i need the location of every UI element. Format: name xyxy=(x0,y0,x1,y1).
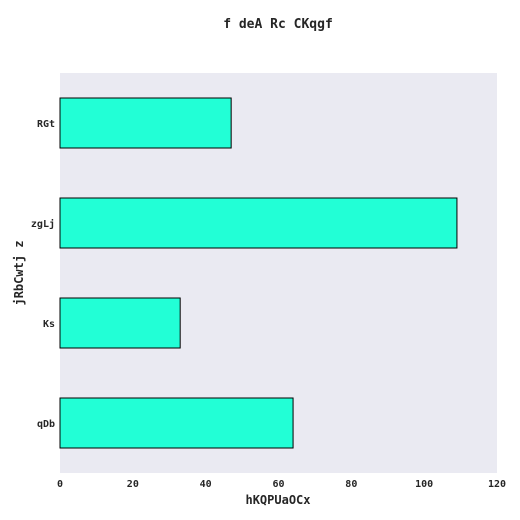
x-tick-label-80: 80 xyxy=(345,479,357,490)
y-tick-label-qDb: qDb xyxy=(37,419,55,430)
y-tick-labels: RGt zgLj Ks qDb xyxy=(31,119,55,430)
bar-RGt xyxy=(59,97,232,149)
x-tick-label-120: 120 xyxy=(488,479,506,490)
bar-qDb xyxy=(59,397,294,449)
bar-Ks xyxy=(59,297,181,349)
x-tick-labels: 0 20 40 60 80 100 120 xyxy=(57,479,506,490)
y-tick-label-Ks: Ks xyxy=(43,319,55,330)
x-tick-label-100: 100 xyxy=(415,479,433,490)
y-tick-label-zgLj: zgLj xyxy=(31,218,55,230)
bar-zgLj xyxy=(59,197,458,249)
bars-group xyxy=(59,97,458,449)
x-axis-label: hKQPUaOCx xyxy=(245,493,310,507)
y-axis-label: jRbCwtj z xyxy=(12,240,26,305)
x-tick-label-0: 0 xyxy=(57,479,63,490)
chart-title: f deA Rc CKqgf xyxy=(223,17,333,32)
y-tick-label-RGt: RGt xyxy=(37,119,55,130)
x-tick-label-40: 40 xyxy=(200,479,212,490)
x-tick-label-20: 20 xyxy=(127,479,139,490)
x-tick-label-60: 60 xyxy=(272,479,284,490)
